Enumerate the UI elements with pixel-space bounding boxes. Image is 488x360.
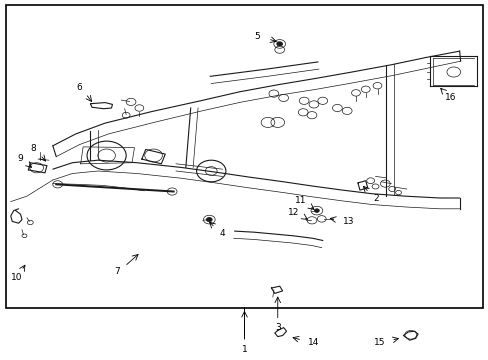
Text: 6: 6 <box>77 83 82 92</box>
Text: 11: 11 <box>295 196 306 205</box>
Circle shape <box>206 217 212 222</box>
Text: 3: 3 <box>274 323 280 332</box>
Text: 12: 12 <box>287 207 299 216</box>
Text: 8: 8 <box>31 144 36 153</box>
Text: 13: 13 <box>342 217 353 226</box>
Text: 10: 10 <box>11 273 22 282</box>
Text: 14: 14 <box>307 338 319 347</box>
Text: 15: 15 <box>373 338 385 347</box>
Circle shape <box>314 209 319 212</box>
Text: 2: 2 <box>372 194 378 203</box>
Text: 16: 16 <box>445 93 456 102</box>
Text: 1: 1 <box>241 345 247 354</box>
Text: 4: 4 <box>220 229 225 238</box>
Text: 7: 7 <box>114 267 120 276</box>
Circle shape <box>276 42 282 46</box>
Bar <box>6 5 482 308</box>
Text: 5: 5 <box>253 32 259 41</box>
Text: 9: 9 <box>18 154 23 163</box>
